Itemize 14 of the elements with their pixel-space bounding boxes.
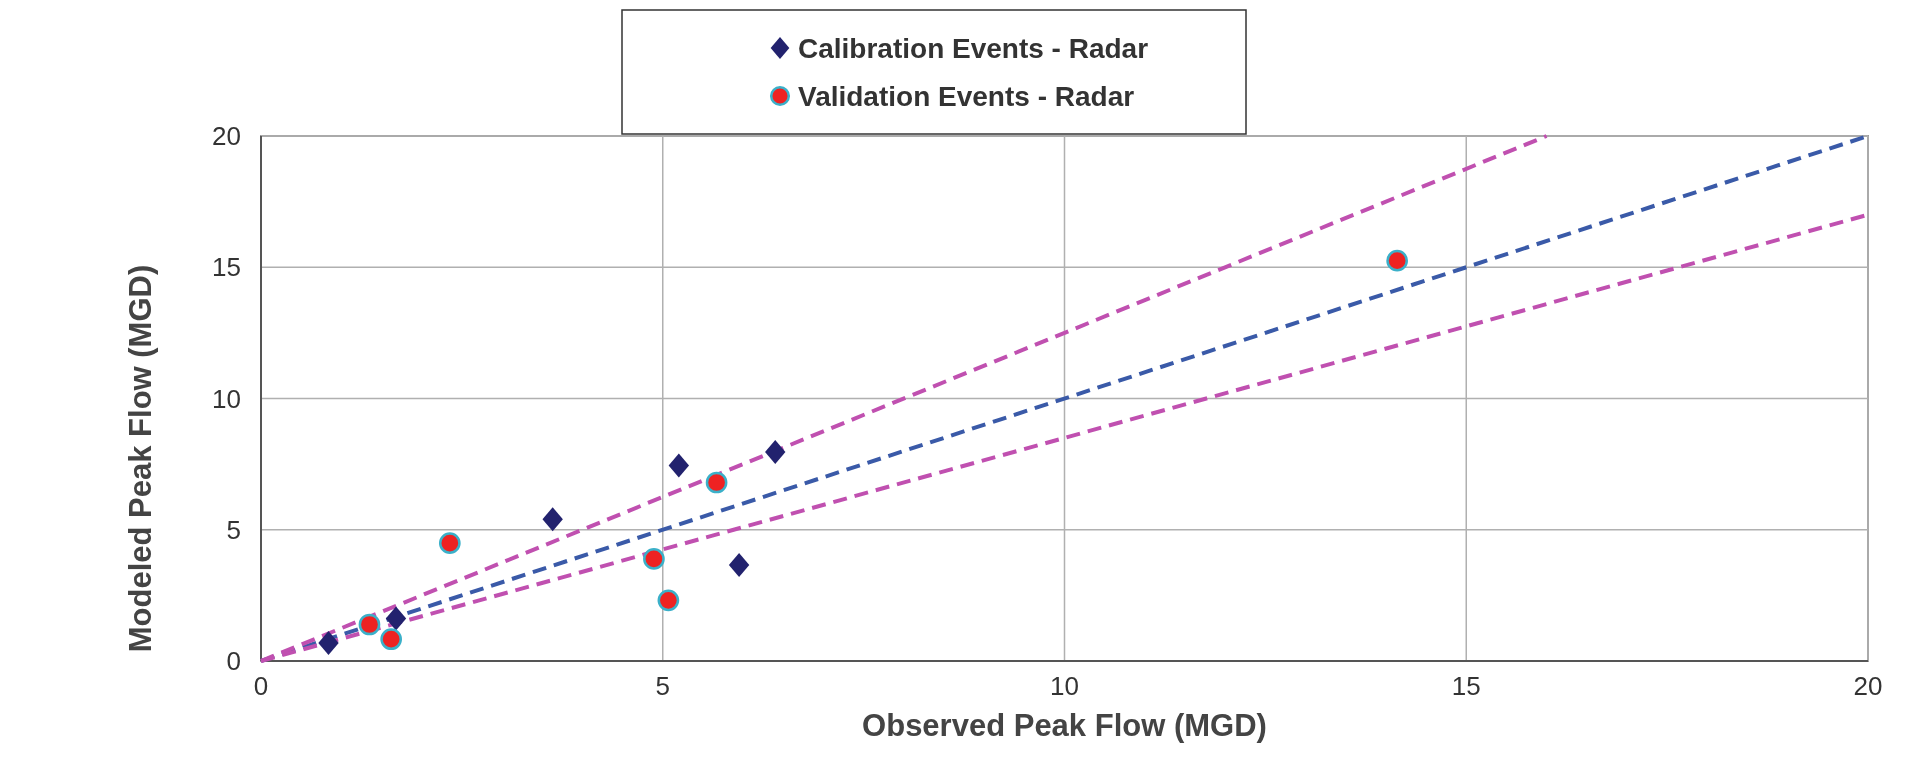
- y-tick-label: 0: [226, 646, 241, 676]
- legend-label: Calibration Events - Radar: [798, 33, 1149, 64]
- y-axis-title: Modeled Peak Flow (MGD): [123, 264, 158, 653]
- y-tick-label: 5: [226, 514, 241, 545]
- legend-label: Validation Events - Radar: [798, 81, 1135, 112]
- x-tick-label: 5: [655, 671, 670, 701]
- y-tick-label: 15: [212, 252, 241, 283]
- x-axis-title: Observed Peak Flow (MGD): [862, 708, 1267, 743]
- x-tick-label: 10: [1050, 671, 1079, 701]
- x-tick-label: 20: [1853, 671, 1883, 701]
- x-tick-label: 0: [253, 671, 269, 701]
- y-tick-label: 20: [212, 121, 241, 151]
- y-tick-label: 10: [212, 383, 241, 414]
- x-tick-label: 15: [1451, 671, 1481, 701]
